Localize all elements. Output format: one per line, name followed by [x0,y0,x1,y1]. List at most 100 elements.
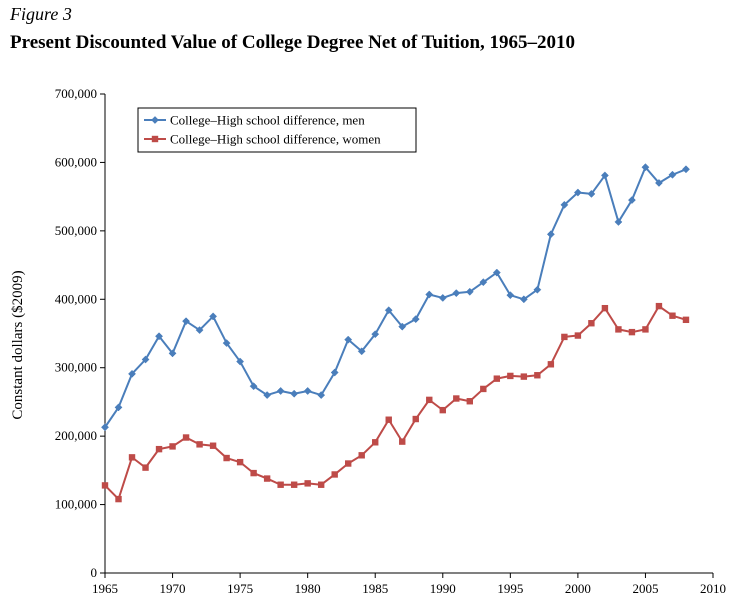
data-point [574,332,582,339]
data-point [141,355,150,364]
legend-item: College–High school difference, men [144,113,365,128]
data-point [317,481,325,488]
data-point [223,454,230,462]
y-tick-label: 300,000 [55,360,97,375]
data-point [588,320,595,327]
x-tick-label: 1985 [362,581,388,596]
data-point [290,389,299,398]
data-point [195,326,204,335]
data-point [399,438,406,445]
data-point [682,316,690,324]
data-point [520,373,528,380]
figure-label: Figure 3 [10,4,72,24]
data-point [682,165,690,174]
data-point [209,442,217,449]
data-point [222,339,231,348]
data-point [642,326,649,333]
axes [104,94,713,574]
data-point [573,188,582,197]
legend-label: College–High school difference, men [170,113,365,128]
data-point [371,330,380,339]
data-point [236,458,244,466]
y-tick-label: 600,000 [55,154,97,169]
series-line [104,305,687,501]
data-point [546,230,555,239]
data-point [601,304,609,312]
y-axis-ticks: 0 100,000 200,000 300,000 400,000 500,000 600,… [55,86,105,580]
data-point [614,218,623,226]
data-point [519,295,528,304]
x-tick-label: 2010 [700,581,726,596]
data-point [128,454,136,461]
data-point [669,312,676,319]
y-tick-label: 100,000 [55,497,97,512]
data-point [345,460,352,467]
x-tick-label: 2005 [632,581,658,596]
chart-title: Present Discounted Value of College Degr… [10,32,576,53]
data-point [668,170,677,179]
data-point [155,332,163,341]
x-tick-label: 1990 [430,581,456,596]
x-tick-label: 1975 [227,581,253,596]
data-point [372,439,379,446]
legend: College–High school difference, men Colle… [137,107,417,153]
data-point [236,357,245,366]
data-point [587,189,596,198]
data-point [330,368,339,377]
legend-swatch-marker [151,116,159,124]
data-point [411,315,420,324]
x-tick-label: 1980 [295,581,321,596]
x-tick-label: 1970 [160,581,186,596]
data-point [533,285,542,294]
data-point [426,396,433,404]
data-point [101,423,109,432]
data-point [412,415,419,423]
data-point [398,322,407,331]
x-axis-ticks: 1965 1970 1975 1980 1985 1990 1995 2000 2005 2010 [92,573,726,596]
data-point [182,317,191,326]
data-point [263,475,271,482]
data-point [155,445,163,453]
data-point [655,179,663,187]
data-point [628,328,636,336]
y-tick-label: 700,000 [55,86,97,101]
data-point [250,469,257,477]
data-point [249,382,258,391]
data-point [331,471,338,478]
data-point [182,434,190,441]
data-point [385,416,392,423]
data-point [615,326,622,333]
data-point [304,480,311,487]
series-men [101,163,690,432]
data-point [453,395,460,402]
data-point [507,372,514,380]
y-axis-label: Constant dollars ($2009) [10,270,26,419]
data-point [263,391,272,400]
data-point [561,333,568,341]
data-point [277,481,284,488]
data-point [101,482,109,489]
series-line [104,166,687,428]
data-point [384,306,393,315]
y-tick-label: 200,000 [55,428,97,443]
x-tick-label: 2000 [565,581,591,596]
data-point [641,163,650,172]
series-women [101,302,690,503]
data-point [439,406,446,414]
legend-label: College–High school difference, women [170,132,381,147]
data-point [128,369,136,378]
data-point [492,268,501,277]
data-point [547,361,555,368]
data-point [534,372,541,379]
data-point [506,291,515,300]
data-point [425,290,434,299]
data-point [344,335,353,344]
data-point [168,349,177,358]
data-point [627,196,636,205]
data-point [358,452,365,459]
data-point [317,391,326,400]
series-group [101,163,690,503]
legend-swatch-marker [151,135,159,143]
data-point [465,287,474,296]
